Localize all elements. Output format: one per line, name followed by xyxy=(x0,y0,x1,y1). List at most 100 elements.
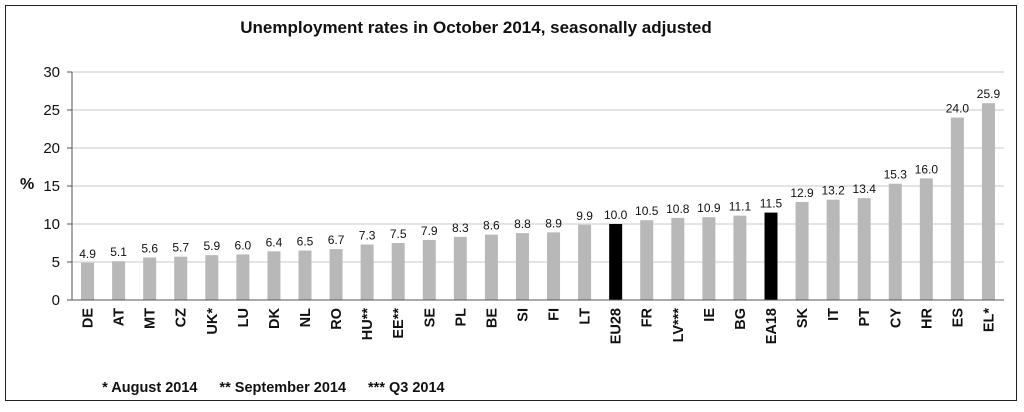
value-label: 10.0 xyxy=(604,208,628,222)
footnote-3: *** Q3 2014 xyxy=(368,380,445,396)
category-label: BG xyxy=(733,308,749,330)
category-label: SE xyxy=(422,308,438,328)
bar-mt xyxy=(143,257,157,300)
value-label: 7.3 xyxy=(359,229,376,243)
bar-se xyxy=(422,239,436,300)
category-label: SK xyxy=(795,307,811,328)
y-tick-label: 30 xyxy=(43,64,60,81)
category-label: CZ xyxy=(174,308,190,327)
bar-ro xyxy=(329,249,343,300)
category-label: LU xyxy=(236,308,252,327)
value-label: 7.9 xyxy=(421,224,438,238)
value-label: 12.9 xyxy=(790,186,814,200)
value-label: 5.6 xyxy=(141,241,158,255)
category-label: NL xyxy=(298,308,314,327)
category-label: EL* xyxy=(981,308,997,333)
category-label: HR xyxy=(919,307,935,328)
footnote-2: ** September 2014 xyxy=(219,380,347,396)
category-label: LT xyxy=(578,308,594,325)
category-label: IT xyxy=(826,308,842,321)
value-label: 5.7 xyxy=(172,241,189,255)
category-label: DE xyxy=(81,308,97,328)
value-label: 13.4 xyxy=(853,182,877,196)
value-label: 6.5 xyxy=(297,235,314,249)
bar-dk xyxy=(267,251,281,300)
bar-lt xyxy=(578,224,592,300)
y-axis-ticks: 0 5 10 15 20 25 30 xyxy=(43,64,72,309)
category-label: LV*** xyxy=(671,308,687,343)
bar-sk xyxy=(795,201,809,300)
category-label: SI xyxy=(515,308,531,322)
value-label: 6.4 xyxy=(266,235,283,249)
bar-pt xyxy=(857,198,871,300)
value-label: 25.9 xyxy=(977,87,1001,101)
category-label: DK xyxy=(267,307,283,328)
bar-hr xyxy=(919,178,933,300)
bar-ea18 xyxy=(764,212,778,300)
bar-lu xyxy=(236,254,250,300)
category-label: EE** xyxy=(391,308,407,339)
bar-eu28 xyxy=(609,224,623,300)
bar-cz xyxy=(174,256,188,300)
bar-cy xyxy=(888,183,902,300)
bar-uk xyxy=(205,255,219,300)
bar-fr xyxy=(640,220,654,300)
value-label: 10.8 xyxy=(666,202,690,216)
category-label: FR xyxy=(640,307,656,327)
chart-title: Unemployment rates in October 2014, seas… xyxy=(240,18,712,37)
bar-el xyxy=(981,103,995,300)
bar-nl xyxy=(298,250,312,300)
bar-de xyxy=(81,262,95,300)
bar-es xyxy=(950,117,964,300)
category-label: MT xyxy=(143,308,159,329)
category-label: EU28 xyxy=(609,308,625,344)
footnote-1: * August 2014 xyxy=(102,380,198,396)
value-label: 10.5 xyxy=(635,204,659,218)
value-label: 8.8 xyxy=(514,217,531,231)
category-label: PL xyxy=(453,308,469,327)
bar-ie xyxy=(702,217,716,300)
bar-si xyxy=(515,233,529,300)
y-tick-label: 10 xyxy=(43,216,60,233)
y-axis-label: % xyxy=(20,176,35,193)
value-label: 10.9 xyxy=(697,201,721,215)
value-label: 6.0 xyxy=(235,238,252,252)
category-label: HU** xyxy=(360,308,376,341)
bar-lv xyxy=(671,217,685,300)
category-label: BE xyxy=(484,308,500,328)
value-label: 11.5 xyxy=(760,197,783,211)
category-label: PT xyxy=(857,308,873,327)
bar-ee xyxy=(391,243,405,300)
category-label: RO xyxy=(329,308,345,330)
value-label: 9.9 xyxy=(576,209,593,223)
bar-bg xyxy=(733,215,747,300)
chart-frame: Unemployment rates in October 2014, seas… xyxy=(5,5,1017,401)
bar-pl xyxy=(453,236,467,300)
bars xyxy=(81,103,995,300)
value-label: 8.6 xyxy=(483,219,500,233)
value-label: 15.3 xyxy=(884,168,908,182)
bar-fi xyxy=(547,232,561,300)
bar-be xyxy=(484,234,498,300)
value-label: 8.3 xyxy=(452,221,469,235)
value-label: 5.1 xyxy=(110,245,127,259)
value-label: 5.9 xyxy=(203,239,220,253)
y-tick-label: 20 xyxy=(43,140,60,157)
category-label: UK* xyxy=(205,308,221,335)
category-label: ES xyxy=(950,308,966,328)
value-label: 6.7 xyxy=(328,233,345,247)
category-label: IE xyxy=(702,308,718,322)
category-label: AT xyxy=(112,308,128,326)
bar-hu xyxy=(360,244,374,300)
y-tick-label: 0 xyxy=(52,292,60,309)
grid-lines xyxy=(72,71,1004,263)
y-tick-label: 15 xyxy=(43,178,60,195)
footnotes: * August 2014 ** September 2014 *** Q3 201… xyxy=(86,364,467,412)
bar-it xyxy=(826,199,840,300)
value-label: 11.1 xyxy=(729,200,752,214)
y-tick-label: 25 xyxy=(43,102,60,119)
value-label: 8.9 xyxy=(545,216,562,230)
category-label: FI xyxy=(547,308,563,321)
category-labels: DE AT MT CZ UK* LU DK NL RO HU** EE** SE PL BE SI FI LT E… xyxy=(81,307,998,344)
